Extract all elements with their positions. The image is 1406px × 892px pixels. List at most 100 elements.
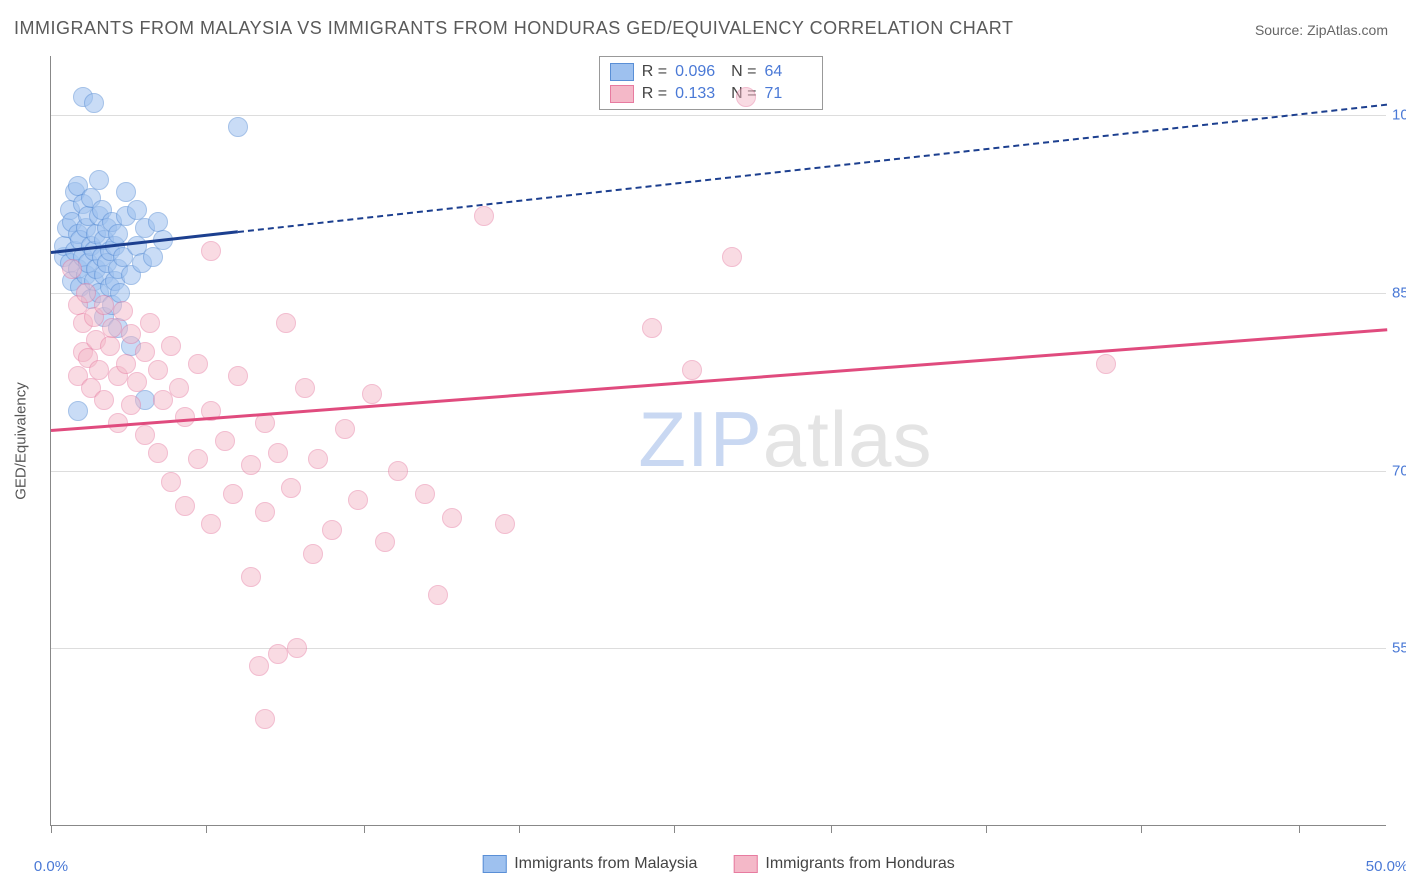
data-point [268,644,288,664]
data-point [642,318,662,338]
data-point [223,484,243,504]
data-point [148,360,168,380]
x-tick-label: 50.0% [1366,858,1406,875]
stat-value-n: 64 [764,63,812,81]
data-point [722,247,742,267]
data-point [94,390,114,410]
series-swatch [610,85,634,103]
data-point [241,455,261,475]
y-tick-label: 100.0% [1392,107,1406,124]
data-point [94,295,114,315]
data-point [228,366,248,386]
data-point [169,378,189,398]
y-axis-label: GED/Equivalency [13,382,30,500]
data-point [135,425,155,445]
y-tick-label: 55.0% [1392,640,1406,657]
data-point [415,484,435,504]
legend-item: Immigrants from Malaysia [482,855,697,873]
data-point [100,336,120,356]
data-point [428,585,448,605]
data-point [201,514,221,534]
data-point [303,544,323,564]
x-tick [831,825,832,833]
data-point [143,247,163,267]
chart-title: IMMIGRANTS FROM MALAYSIA VS IMMIGRANTS F… [14,18,1013,39]
stats-row: R =0.096N =64 [610,61,813,83]
data-point [388,461,408,481]
source-label: Source: [1255,22,1307,38]
legend-label: Immigrants from Honduras [765,855,954,873]
y-tick-label: 70.0% [1392,462,1406,479]
data-point [116,182,136,202]
stat-value-r: 0.096 [675,63,723,81]
data-point [161,472,181,492]
data-point [108,224,128,244]
x-tick [206,825,207,833]
watermark: ZIPatlas [638,394,932,485]
data-point [268,443,288,463]
data-point [228,117,248,137]
stat-label-r: R = [642,63,667,81]
data-point [287,638,307,658]
correlation-stats-box: R =0.096N =64R =0.133N =71 [599,56,824,110]
data-point [201,241,221,261]
x-tick-label: 0.0% [34,858,68,875]
data-point [308,449,328,469]
data-point [161,336,181,356]
data-point [495,514,515,534]
data-point [188,449,208,469]
data-point [175,496,195,516]
data-point [474,206,494,226]
x-tick [1299,825,1300,833]
stat-value-r: 0.133 [675,85,723,103]
scatter-plot-area: GED/Equivalency ZIPatlas R =0.096N =64R … [50,56,1386,826]
data-point [249,656,269,676]
data-point [135,342,155,362]
data-point [215,431,235,451]
series-swatch [610,63,634,81]
source-attribution: Source: ZipAtlas.com [1255,22,1388,38]
data-point [322,520,342,540]
x-tick [364,825,365,833]
gridline [51,115,1386,116]
legend-label: Immigrants from Malaysia [514,855,697,873]
data-point [68,401,88,421]
data-point [188,354,208,374]
data-point [175,407,195,427]
data-point [102,318,122,338]
data-point [276,313,296,333]
data-point [127,372,147,392]
data-point [348,490,368,510]
stat-label-r: R = [642,85,667,103]
source-link[interactable]: ZipAtlas.com [1307,22,1388,38]
legend-item: Immigrants from Honduras [733,855,954,873]
data-point [148,443,168,463]
data-point [362,384,382,404]
data-point [113,301,133,321]
data-point [121,324,141,344]
data-point [76,283,96,303]
x-tick [674,825,675,833]
gridline [51,648,1386,649]
data-point [736,87,756,107]
data-point [116,354,136,374]
data-point [140,313,160,333]
trend-line-extrapolated [238,103,1387,232]
legend-swatch [482,855,506,873]
legend: Immigrants from Malaysia Immigrants from … [482,855,955,873]
data-point [241,567,261,587]
data-point [442,508,462,528]
gridline [51,293,1386,294]
x-tick [519,825,520,833]
x-tick [51,825,52,833]
data-point [89,170,109,190]
data-point [89,360,109,380]
data-point [375,532,395,552]
y-tick-label: 85.0% [1392,284,1406,301]
data-point [255,502,275,522]
data-point [295,378,315,398]
data-point [682,360,702,380]
trend-line [51,328,1387,432]
x-tick [1141,825,1142,833]
data-point [84,93,104,113]
